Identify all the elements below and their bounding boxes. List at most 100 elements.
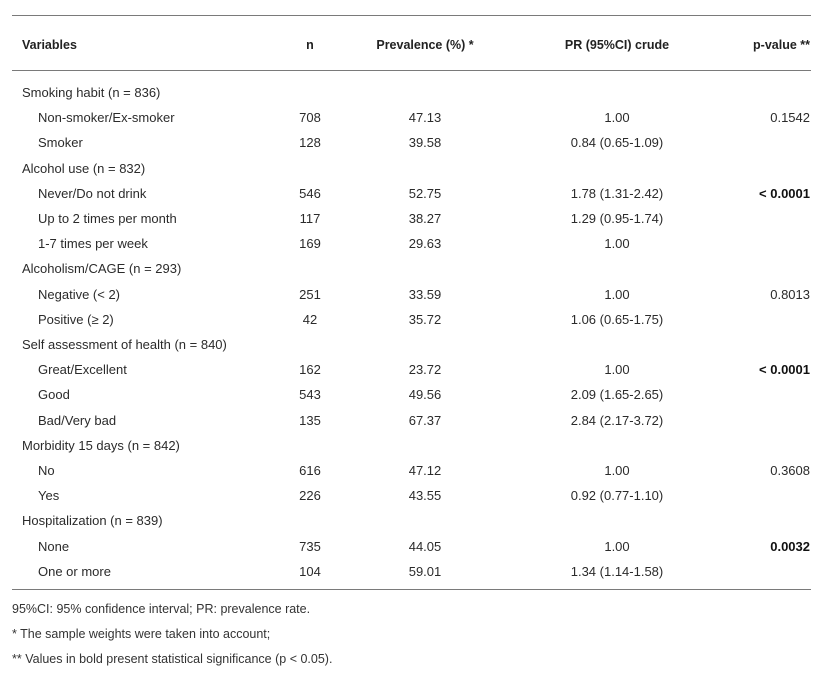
table-row: Positive (≥ 2) 42 35.72 1.06 (0.65-1.75) — [0, 307, 820, 332]
table-row: None 735 44.05 1.00 0.0032 — [0, 534, 820, 559]
cell-pr: 2.84 (2.17-3.72) — [570, 412, 664, 428]
cell-variable: One or more — [38, 563, 111, 579]
cell-n: 135 — [299, 412, 321, 428]
cell-n: 162 — [299, 362, 321, 378]
cell-variable: None — [38, 538, 70, 554]
table-row: Yes 226 43.55 0.92 (0.77-1.10) — [0, 483, 820, 508]
table-group-row: Hospitalization (n = 839) — [0, 508, 820, 533]
table-row: No 616 47.12 1.00 0.3608 — [0, 458, 820, 483]
cell-variable: 1-7 times per week — [38, 236, 148, 252]
table-notes: 95%CI: 95% confidence interval; PR: prev… — [12, 597, 332, 672]
table-row: Never/Do not drink 546 52.75 1.78 (1.31-2.4… — [0, 181, 820, 206]
cell-pr: 1.06 (0.65-1.75) — [570, 311, 664, 327]
cell-prevalence: 67.37 — [408, 412, 442, 428]
table-row: Good 543 49.56 2.09 (1.65-2.65) — [0, 382, 820, 407]
note-sample-weights: * The sample weights were taken into acc… — [12, 627, 271, 641]
cell-n: 546 — [299, 185, 321, 201]
header-pvalue: p-value ** — [753, 38, 810, 52]
cell-n: 543 — [299, 387, 321, 403]
cell-pr: 1.78 (1.31-2.42) — [570, 185, 664, 201]
cell-n: 735 — [299, 538, 321, 554]
table-header: Variables n Prevalence (%) * PR (95%CI) … — [0, 38, 820, 58]
cell-pr: 1.00 — [604, 463, 630, 478]
cell-variable: No — [38, 463, 55, 478]
cell-variable: Great/Excellent — [38, 362, 127, 378]
cell-variable: Smoking habit (n = 836) — [22, 85, 161, 100]
table-row: Non-smoker/Ex-smoker 708 47.13 1.00 0.1542 — [0, 105, 820, 130]
cell-prevalence: 43.55 — [408, 488, 442, 504]
header-prevalence: Prevalence (%) * — [376, 38, 474, 52]
cell-pvalue: 0.1542 — [770, 110, 810, 126]
cell-n: 708 — [299, 110, 321, 126]
cell-pr: 2.09 (1.65-2.65) — [570, 387, 664, 403]
cell-n: 169 — [299, 236, 321, 252]
cell-prevalence: 52.75 — [408, 185, 442, 201]
note-abbreviations: 95%CI: 95% confidence interval; PR: prev… — [12, 602, 311, 616]
table-top-rule — [12, 15, 811, 16]
cell-prevalence: 39.58 — [408, 135, 442, 151]
cell-pvalue: < 0.0001 — [759, 362, 810, 378]
header-n: n — [306, 38, 314, 52]
table-group-row: Morbidity 15 days (n = 842) — [0, 433, 820, 458]
cell-pvalue: 0.8013 — [770, 286, 810, 302]
cell-variable: Negative (< 2) — [38, 286, 121, 302]
table-row: Negative (< 2) 251 33.59 1.00 0.8013 — [0, 282, 820, 307]
cell-prevalence: 23.72 — [408, 362, 442, 378]
cell-pr: 0.92 (0.77-1.10) — [570, 488, 664, 504]
table-group-row: Self assessment of health (n = 840) — [0, 332, 820, 357]
cell-prevalence: 49.56 — [408, 387, 442, 403]
cell-pr: 1.00 — [604, 362, 630, 378]
note-bold-significance: ** Values in bold present statistical si… — [12, 652, 333, 666]
cell-variable: Yes — [38, 488, 60, 504]
cell-variable: Up to 2 times per month — [38, 211, 177, 226]
table-bottom-rule — [12, 589, 811, 590]
cell-prevalence: 33.59 — [408, 286, 442, 302]
cell-pr: 1.00 — [604, 538, 630, 554]
cell-variable: Alcoholism/CAGE (n = 293) — [22, 261, 182, 277]
cell-pr: 1.00 — [604, 110, 630, 126]
cell-pr: 1.00 — [604, 236, 630, 252]
cell-pvalue: 0.0032 — [770, 538, 810, 554]
cell-prevalence: 29.63 — [408, 236, 442, 252]
cell-n: 104 — [299, 563, 321, 579]
table-group-row: Alcoholism/CAGE (n = 293) — [0, 256, 820, 281]
cell-prevalence: 35.72 — [408, 311, 442, 327]
cell-variable: Morbidity 15 days (n = 842) — [22, 437, 180, 453]
cell-n: 128 — [299, 135, 321, 151]
cell-prevalence: 59.01 — [408, 563, 442, 579]
table-row: Smoker 128 39.58 0.84 (0.65-1.09) — [0, 130, 820, 155]
cell-pr: 1.00 — [604, 286, 630, 302]
cell-variable: Alcohol use (n = 832) — [22, 160, 146, 176]
cell-variable: Bad/Very bad — [38, 412, 117, 428]
table-row: Bad/Very bad 135 67.37 2.84 (2.17-3.72) — [0, 408, 820, 433]
cell-prevalence: 44.05 — [408, 538, 442, 554]
cell-n: 251 — [299, 286, 321, 302]
cell-variable: Good — [38, 387, 70, 403]
cell-n: 616 — [299, 463, 321, 478]
table-group-row: Smoking habit (n = 836) — [0, 80, 820, 105]
header-variables: Variables — [22, 38, 77, 52]
header-rule — [12, 70, 811, 71]
table-row: 1-7 times per week 169 29.63 1.00 — [0, 231, 820, 256]
cell-variable: Hospitalization (n = 839) — [22, 513, 163, 529]
cell-pvalue: < 0.0001 — [759, 185, 810, 201]
table-group-row: Alcohol use (n = 832) — [0, 156, 820, 181]
cell-variable: Never/Do not drink — [38, 185, 147, 201]
cell-variable: Positive (≥ 2) — [38, 311, 114, 327]
cell-pr: 1.29 (0.95-1.74) — [570, 211, 664, 226]
cell-prevalence: 47.12 — [408, 463, 442, 478]
cell-pr: 0.84 (0.65-1.09) — [570, 135, 664, 151]
cell-prevalence: 47.13 — [408, 110, 442, 126]
cell-n: 117 — [299, 211, 321, 226]
cell-n: 226 — [299, 488, 321, 504]
cell-prevalence: 38.27 — [408, 211, 442, 226]
cell-pr: 1.34 (1.14-1.58) — [570, 563, 664, 579]
cell-n: 42 — [302, 311, 318, 327]
cell-pvalue: 0.3608 — [770, 463, 810, 478]
cell-variable: Self assessment of health (n = 840) — [22, 337, 227, 352]
table-row: One or more 104 59.01 1.34 (1.14-1.58) — [0, 559, 820, 584]
table-row: Great/Excellent 162 23.72 1.00 < 0.0001 — [0, 357, 820, 382]
header-pr: PR (95%CI) crude — [564, 38, 670, 52]
cell-variable: Smoker — [38, 135, 83, 151]
table-row: Up to 2 times per month 117 38.27 1.29 (0.9… — [0, 206, 820, 231]
